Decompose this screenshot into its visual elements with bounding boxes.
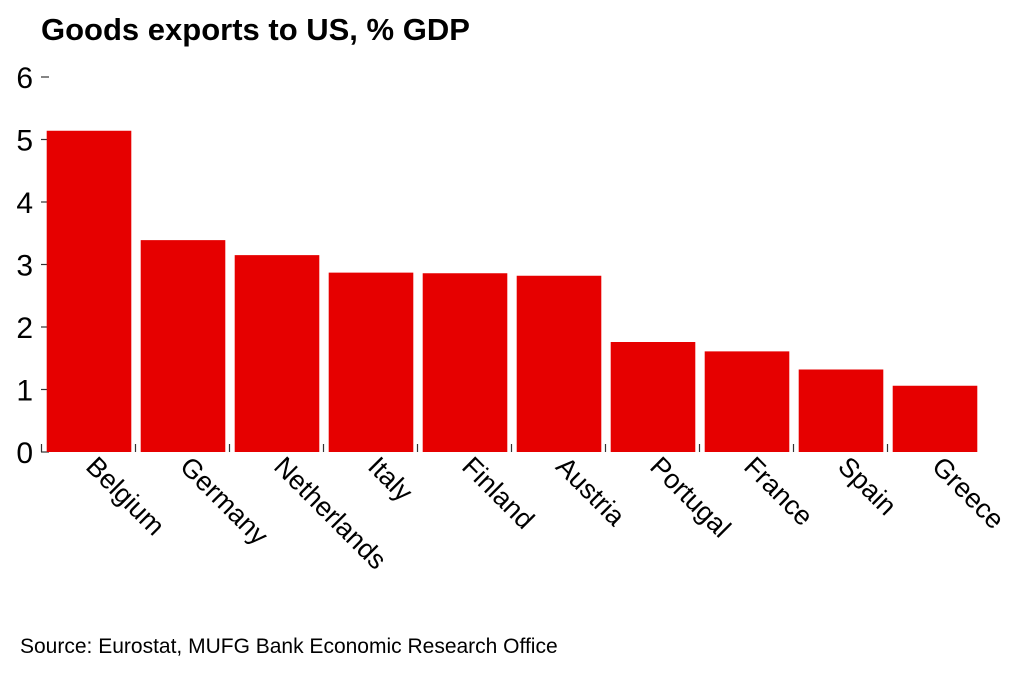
x-tick-label: Finland [456,451,540,535]
y-tick-label: 0 [16,437,33,470]
y-tick-label: 1 [16,375,33,408]
y-tick-label: 3 [16,250,33,283]
bar-germany [140,240,226,452]
y-tick-label: 2 [16,312,33,345]
x-tick-label: Italy [362,451,419,508]
x-tick-label: Austria [550,451,631,532]
x-tick-label: Portugal [644,451,736,543]
bar-greece [892,385,978,452]
bar-italy [328,272,414,452]
y-tick-label: 5 [16,125,33,158]
x-tick-label: Germany [174,451,274,551]
bars [46,130,978,452]
bar-belgium [46,130,132,452]
x-tick-label: Greece [926,451,1010,535]
chart-title: Goods exports to US, % GDP [41,12,470,47]
y-tick-label: 6 [16,62,33,95]
bar-netherlands [234,255,320,452]
bar-finland [422,273,508,452]
bar-austria [516,275,602,452]
x-tick-label: Spain [832,451,902,521]
y-tick-label: 4 [16,187,33,220]
bar-spain [798,369,884,452]
y-axis: 0 1 2 3 4 5 6 [16,62,49,470]
x-tick-label: France [738,451,819,532]
x-tick-label: Belgium [80,451,170,541]
chart-source-note: Source: Eurostat, MUFG Bank Economic Res… [20,635,558,658]
bar-portugal [610,342,696,452]
bar-france [704,351,790,452]
